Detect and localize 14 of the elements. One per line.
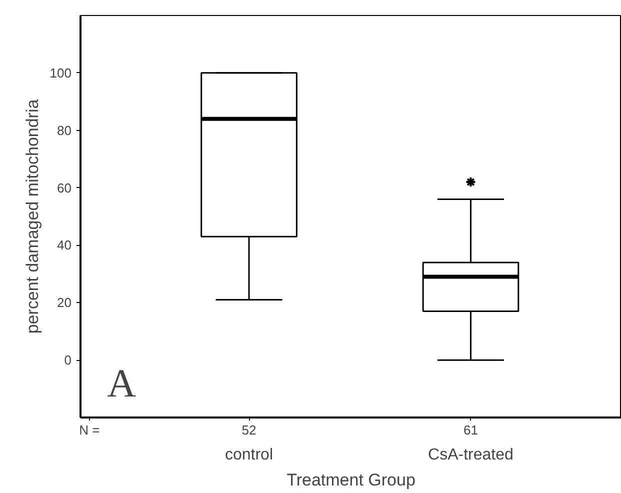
y-tick-label: 20	[57, 295, 72, 310]
y-tick-label: 60	[57, 180, 72, 196]
x-tick-label: CsA-treated	[428, 446, 514, 464]
y-axis-title: percent damaged mitochondria	[22, 98, 42, 334]
x-tick-label: control	[224, 446, 274, 464]
text: 61	[464, 422, 478, 438]
y-tick-label: 0	[64, 352, 72, 368]
annotation: A	[107, 360, 136, 406]
y-tick-label: 100	[50, 65, 72, 80]
x-axis-title: Treatment Group	[286, 470, 416, 490]
text: N =	[79, 422, 100, 438]
y-tick-label: 80	[57, 122, 72, 138]
text: 52	[242, 422, 256, 438]
y-tick-label: 40	[57, 238, 72, 253]
